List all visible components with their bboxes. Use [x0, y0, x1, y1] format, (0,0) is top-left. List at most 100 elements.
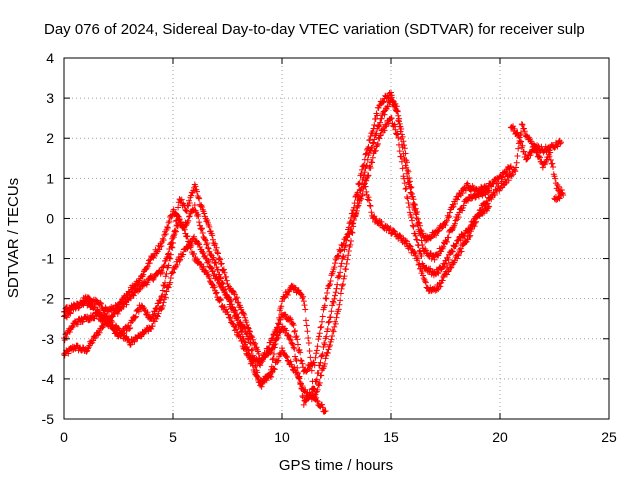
data-point [419, 272, 426, 279]
data-point [365, 194, 372, 201]
data-point [193, 188, 200, 195]
data-point [414, 255, 421, 262]
data-point [337, 263, 344, 270]
data-point [361, 156, 368, 163]
data-point [109, 319, 116, 326]
data-point [176, 257, 183, 264]
data-point [200, 249, 207, 256]
data-point [388, 92, 395, 99]
data-point [369, 140, 376, 147]
data-point [261, 353, 268, 360]
data-point [356, 200, 363, 207]
data-point [329, 268, 336, 275]
x-tick-label: 25 [601, 429, 617, 445]
data-point [313, 376, 320, 383]
data-point [293, 333, 300, 340]
data-point [249, 352, 256, 359]
data-point [118, 299, 125, 306]
data-point [217, 295, 224, 302]
data-point [273, 336, 280, 343]
data-point [170, 206, 177, 213]
data-point [217, 256, 224, 263]
data-point [517, 139, 524, 146]
data-point [356, 180, 363, 187]
data-point [304, 366, 311, 373]
data-point [372, 215, 379, 222]
data-point [367, 164, 374, 171]
data-point [270, 331, 277, 338]
data-point [329, 327, 336, 334]
data-point [298, 385, 305, 392]
data-point [364, 146, 371, 153]
data-point [184, 245, 191, 252]
data-point [127, 295, 134, 302]
data-point [170, 269, 176, 276]
data-point [514, 152, 521, 159]
data-point [177, 218, 184, 225]
data-point [511, 125, 518, 132]
data-point [338, 285, 345, 292]
data-point [86, 300, 93, 307]
data-point [399, 144, 406, 151]
data-point [209, 268, 216, 275]
data-point [196, 243, 203, 250]
data-point [316, 330, 323, 337]
data-point [319, 351, 326, 358]
data-point [299, 295, 306, 302]
data-point [138, 333, 145, 340]
data-point [183, 233, 190, 240]
data-point [321, 339, 328, 346]
data-point [185, 217, 192, 224]
data-point [173, 217, 180, 224]
data-point [515, 133, 522, 140]
data-point [293, 369, 300, 376]
data-point [122, 296, 129, 303]
data-point [122, 295, 129, 302]
data-point [358, 195, 365, 202]
data-point [462, 187, 469, 194]
data-point [380, 108, 387, 115]
data-point [284, 292, 291, 299]
data-point [217, 261, 224, 268]
data-point [140, 271, 147, 278]
data-point [460, 202, 467, 209]
data-point [341, 246, 348, 253]
data-point [287, 316, 294, 323]
data-point [138, 272, 145, 279]
data-point [353, 210, 360, 217]
data-point [395, 141, 402, 148]
data-point [332, 292, 339, 299]
data-point [215, 276, 222, 283]
y-tick-label: -2 [42, 291, 55, 307]
data-point [502, 180, 509, 187]
data-point [289, 320, 296, 327]
data-point [321, 408, 328, 415]
data-point [183, 222, 190, 229]
data-point [159, 292, 166, 299]
data-point [63, 330, 70, 337]
data-point [536, 154, 543, 161]
data-point [61, 308, 68, 315]
data-point [84, 294, 91, 301]
data-point [164, 225, 171, 232]
data-point [435, 283, 442, 290]
data-point [96, 329, 103, 336]
data-point [300, 298, 307, 305]
data-point [302, 398, 309, 405]
data-point [324, 349, 331, 356]
data-point [203, 241, 210, 248]
data-point [369, 144, 376, 151]
data-point [167, 275, 174, 282]
data-point [412, 210, 419, 217]
data-point [507, 164, 514, 171]
data-point [364, 173, 371, 180]
data-point [233, 310, 240, 317]
data-point [377, 132, 384, 139]
data-point [453, 240, 460, 247]
data-point [356, 181, 363, 188]
data-point [247, 339, 254, 346]
data-point [327, 277, 334, 284]
data-point [478, 207, 485, 214]
data-point [313, 394, 320, 401]
